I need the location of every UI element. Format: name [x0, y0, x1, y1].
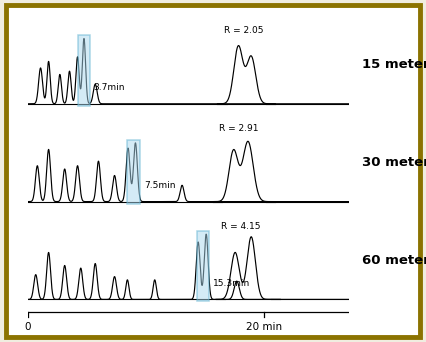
Text: 60 meters: 60 meters: [362, 254, 426, 267]
Text: R = 2.91: R = 2.91: [219, 124, 259, 133]
Text: R = 4.15: R = 4.15: [221, 222, 260, 231]
Text: 15.3min: 15.3min: [213, 279, 250, 288]
Bar: [78, 35, 90, 106]
Bar: [127, 140, 140, 203]
Text: R = 2.05: R = 2.05: [224, 26, 263, 35]
Bar: [197, 231, 209, 301]
Text: 7.5min: 7.5min: [144, 181, 176, 190]
Text: 3.7min: 3.7min: [94, 83, 125, 92]
Text: 30 meters: 30 meters: [362, 156, 426, 169]
Text: 20 min: 20 min: [246, 321, 282, 332]
Text: 15 meters: 15 meters: [362, 58, 426, 71]
Text: 0: 0: [24, 321, 31, 332]
